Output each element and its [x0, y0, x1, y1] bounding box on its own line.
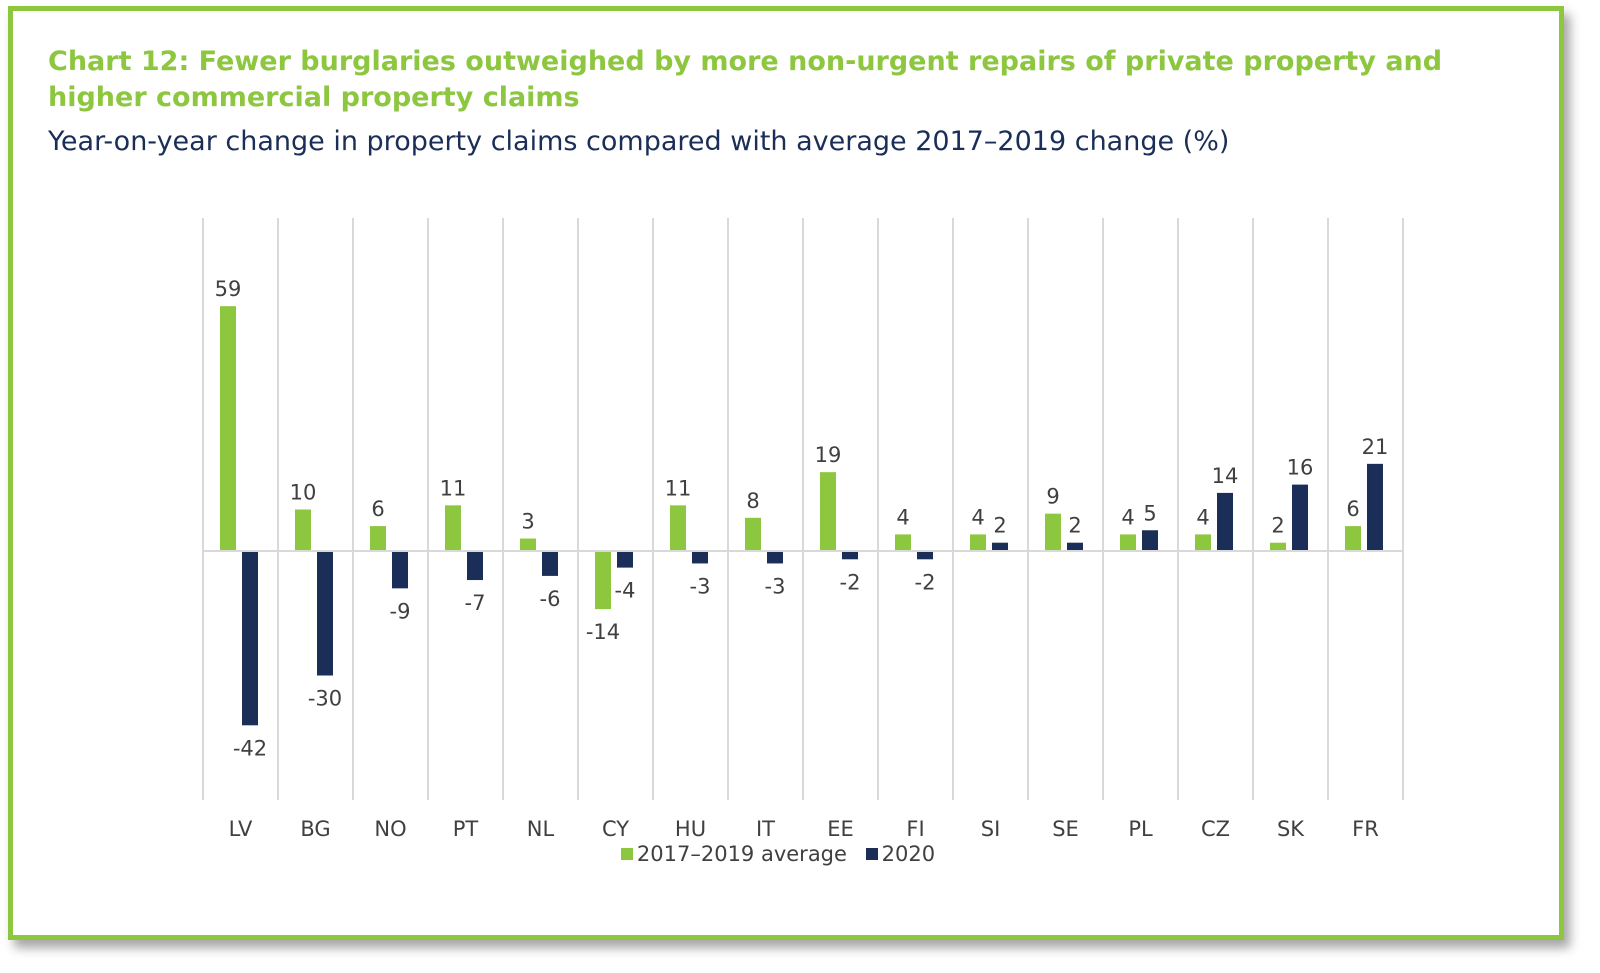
- chart-subtitle: Year-on-year change in property claims c…: [48, 126, 1230, 157]
- bar-2020-BG: [317, 551, 333, 676]
- bar-2020-IT: [767, 551, 783, 564]
- data-label-2020-LV: -42: [233, 736, 267, 760]
- data-label-avg-CY: -14: [586, 620, 620, 644]
- category-label-BG: BG: [300, 817, 330, 840]
- data-label-avg-SI: 4: [971, 505, 984, 529]
- bar-2020-SK: [1292, 484, 1308, 551]
- bar-avg-CY: [595, 551, 611, 610]
- category-label-FI: FI: [906, 817, 924, 840]
- category-label-NO: NO: [374, 817, 406, 840]
- bar-2020-NL: [542, 551, 558, 576]
- category-label-IT: IT: [756, 817, 775, 840]
- data-label-avg-HU: 11: [665, 476, 692, 500]
- bar-2020-CZ: [1217, 492, 1233, 551]
- category-label-CZ: CZ: [1201, 817, 1230, 840]
- bar-2020-PL: [1142, 530, 1158, 551]
- category-label-SK: SK: [1277, 817, 1305, 840]
- data-label-avg-NO: 6: [371, 497, 384, 521]
- data-label-avg-NL: 3: [521, 510, 534, 534]
- bar-avg-BG: [295, 509, 311, 551]
- data-label-avg-PT: 11: [440, 476, 467, 500]
- data-label-avg-SE: 9: [1046, 485, 1059, 509]
- chart-title: Chart 12: Fewer burglaries outweighed by…: [48, 46, 1443, 113]
- bar-avg-EE: [820, 472, 836, 551]
- bar-2020-NO: [392, 551, 408, 589]
- bar-avg-NL: [520, 538, 536, 551]
- data-label-2020-BG: -30: [308, 687, 342, 711]
- data-label-avg-FI: 4: [896, 505, 909, 529]
- bar-avg-LV: [220, 306, 236, 551]
- bar-2020-LV: [242, 551, 258, 726]
- data-label-2020-EE: -2: [840, 570, 861, 594]
- bar-avg-FR: [1345, 526, 1361, 551]
- bar-avg-PT: [445, 505, 461, 551]
- category-label-LV: LV: [229, 817, 253, 840]
- legend-label-2020: 2020: [881, 842, 936, 866]
- chart-legend: 2017–2019 average 2020: [0, 842, 1556, 866]
- data-label-2020-FI: -2: [915, 570, 936, 594]
- data-label-2020-SE: 2: [1068, 514, 1081, 538]
- legend-swatch-2020: [865, 848, 878, 860]
- data-label-avg-CZ: 4: [1196, 505, 1209, 529]
- data-label-2020-SI: 2: [993, 514, 1006, 538]
- data-label-2020-CZ: 14: [1212, 464, 1239, 488]
- category-label-PT: PT: [453, 817, 479, 840]
- legend-item-avg: 2017–2019 average: [620, 842, 847, 866]
- data-label-2020-HU: -3: [690, 574, 711, 598]
- data-label-avg-SK: 2: [1271, 514, 1284, 538]
- category-label-PL: PL: [1128, 817, 1153, 840]
- bar-2020-FR: [1367, 463, 1383, 551]
- category-label-HU: HU: [675, 817, 706, 840]
- bar-2020-PT: [467, 551, 483, 581]
- category-label-SE: SE: [1052, 817, 1079, 840]
- data-label-2020-PL: 5: [1143, 501, 1156, 525]
- bar-2020-CY: [617, 551, 633, 568]
- data-label-avg-IT: 8: [746, 489, 759, 513]
- bar-2020-SI: [992, 542, 1008, 551]
- data-label-avg-PL: 4: [1121, 505, 1134, 529]
- category-label-CY: CY: [602, 817, 629, 840]
- category-label-FR: FR: [1352, 817, 1379, 840]
- data-label-avg-EE: 19: [815, 443, 842, 467]
- bar-avg-PL: [1120, 534, 1136, 551]
- data-label-avg-BG: 10: [290, 481, 317, 505]
- legend-swatch-avg: [620, 848, 633, 860]
- bar-2020-HU: [692, 551, 708, 564]
- data-label-2020-NL: -6: [540, 587, 561, 611]
- data-label-2020-FR: 21: [1362, 435, 1389, 459]
- category-label-EE: EE: [827, 817, 854, 840]
- bar-avg-NO: [370, 526, 386, 551]
- bar-2020-FI: [917, 551, 933, 560]
- bar-avg-HU: [670, 505, 686, 551]
- bar-avg-CZ: [1195, 534, 1211, 551]
- chart-frame: [8, 6, 1564, 940]
- bar-avg-SI: [970, 534, 986, 551]
- data-label-avg-LV: 59: [215, 277, 242, 301]
- bar-avg-SK: [1270, 542, 1286, 551]
- data-label-2020-IT: -3: [765, 574, 786, 598]
- data-label-2020-CY: -4: [615, 579, 636, 603]
- bar-avg-IT: [745, 517, 761, 551]
- bar-2020-EE: [842, 551, 858, 560]
- data-label-2020-SK: 16: [1287, 456, 1314, 480]
- data-label-2020-PT: -7: [465, 591, 486, 615]
- bar-2020-SE: [1067, 542, 1083, 551]
- category-label-SI: SI: [981, 817, 1001, 840]
- data-label-avg-FR: 6: [1346, 497, 1359, 521]
- legend-label-avg: 2017–2019 average: [636, 842, 847, 866]
- bar-avg-FI: [895, 534, 911, 551]
- legend-item-2020: 2020: [865, 842, 936, 866]
- category-label-NL: NL: [527, 817, 555, 840]
- bar-avg-SE: [1045, 513, 1061, 551]
- data-label-2020-NO: -9: [390, 599, 411, 623]
